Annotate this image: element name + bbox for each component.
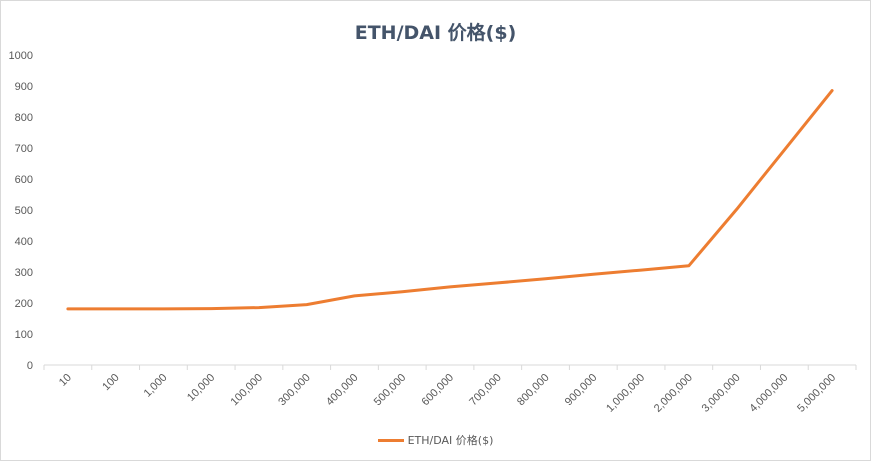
data-point <box>353 294 356 297</box>
x-tick-label: 500,000 <box>372 372 409 409</box>
x-tick-label: 10,000 <box>185 372 217 404</box>
data-point <box>305 303 308 306</box>
x-tick-label: 600,000 <box>420 372 457 409</box>
data-point <box>162 307 165 310</box>
data-point <box>449 285 452 288</box>
data-point <box>210 307 213 310</box>
x-tick-label: 10 <box>57 372 74 389</box>
x-tick-label: 5,000,000 <box>795 372 838 415</box>
data-point <box>640 269 643 272</box>
legend-label: ETH/DAI 价格($) <box>407 434 494 447</box>
data-point <box>66 307 69 310</box>
y-tick-label: 600 <box>15 174 33 186</box>
y-tick-label: 800 <box>15 112 33 124</box>
y-tick-label: 400 <box>15 236 33 248</box>
data-point <box>592 273 595 276</box>
x-tick-label: 100 <box>100 372 121 393</box>
x-tick-label: 900,000 <box>563 372 600 409</box>
data-point <box>401 290 404 293</box>
y-tick-label: 500 <box>15 205 33 217</box>
data-point <box>257 306 260 309</box>
data-point <box>831 89 834 92</box>
x-tick-label: 100,000 <box>228 372 265 409</box>
data-point <box>114 307 117 310</box>
y-tick-label: 700 <box>15 143 33 155</box>
chart-title: ETH/DAI 价格($) <box>354 22 517 44</box>
x-tick-label: 1,000,000 <box>604 372 647 415</box>
y-tick-label: 200 <box>15 298 33 310</box>
legend-swatch <box>377 438 404 442</box>
data-point <box>735 208 738 211</box>
x-tick-label: 2,000,000 <box>652 372 695 415</box>
series-line <box>66 89 834 311</box>
x-tick-label: 1,000 <box>142 372 170 400</box>
x-tick-label: 3,000,000 <box>700 372 743 415</box>
y-tick-label: 1000 <box>9 50 33 62</box>
x-tick-label: 800,000 <box>515 372 552 409</box>
data-point <box>783 148 786 151</box>
data-point <box>687 264 690 267</box>
x-tick-label: 700,000 <box>467 372 504 409</box>
data-point <box>496 281 499 284</box>
legend: ETH/DAI 价格($) <box>0 432 871 448</box>
x-tick-label: 4,000,000 <box>747 372 790 415</box>
y-tick-label: 100 <box>15 329 33 341</box>
x-tick-label: 400,000 <box>324 372 361 409</box>
data-point <box>544 277 547 280</box>
x-tick-label: 300,000 <box>276 372 313 409</box>
y-tick-label: 900 <box>15 81 33 93</box>
y-tick-label: 300 <box>15 267 33 279</box>
y-tick-label: 0 <box>27 360 33 372</box>
